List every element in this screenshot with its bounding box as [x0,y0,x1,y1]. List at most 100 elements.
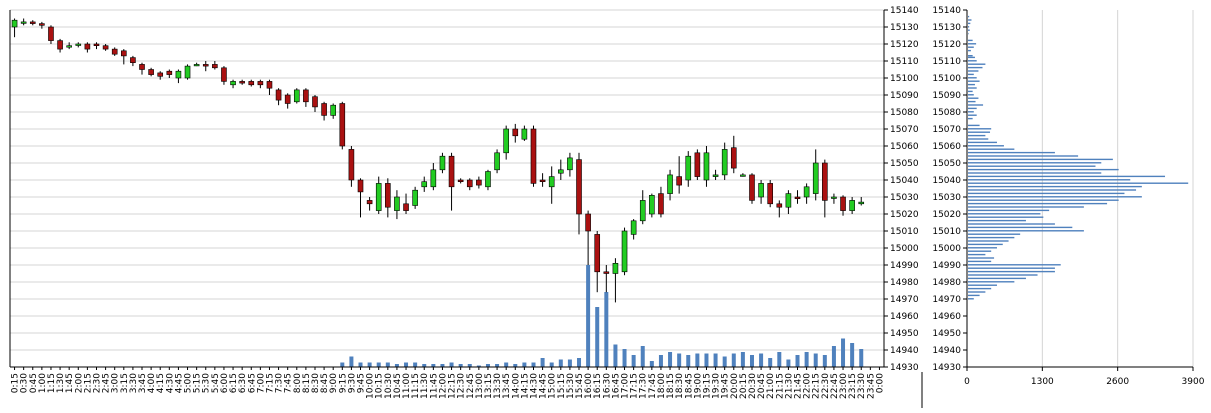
time-tick-label: 15:30 [566,373,576,399]
volume-bar [567,359,572,367]
profile-bar [968,114,977,116]
profile-bar [968,49,971,52]
time-tick-label: 19:45 [721,373,731,399]
candle-body [730,147,737,169]
time-tick-label: 3:45 [138,373,148,393]
profile-bar [968,90,973,93]
time-tick-label: 5:45 [211,373,221,393]
time-tick-label: 19:30 [712,373,722,399]
time-tick-label: 6:30 [238,373,248,393]
time-tick-label: 9:00 [329,373,339,393]
profile-bar [968,223,1055,225]
profile-bar [968,257,995,259]
profile-bar [968,230,1084,232]
candle-body [102,45,109,50]
candle-body [476,179,482,186]
profile-price-label: 15090 [932,91,961,101]
volume-bar [731,353,736,367]
candle-body [658,193,664,215]
volume-bar [795,355,800,367]
volume-bar [804,352,809,367]
volume-bar [631,355,636,367]
profile-price-label: 14980 [932,278,961,288]
candle-body [212,64,218,69]
candle-body [121,50,127,57]
candle-body [466,179,473,188]
candle-body [293,89,300,103]
time-tick-label: 21:15 [775,373,785,399]
candle-body [375,183,382,211]
time-tick-label: 22:45 [830,373,840,399]
time-tick-label: 23:15 [848,373,858,399]
profile-price-label: 14940 [932,346,961,356]
time-tick-label: 21:45 [794,373,804,399]
time-tick-label: 7:15 [265,373,275,393]
candle-body [485,171,491,188]
volume-profile-bars [968,15,1189,300]
volume-bar [577,358,582,367]
profile-bar [968,270,1055,273]
volume-bar [513,364,518,367]
candle-body [439,155,446,171]
volume-bar [458,364,463,367]
volume-bar [649,361,654,367]
time-tick-label: 2:30 [92,373,102,393]
volume-bar [713,353,718,367]
candle-body [357,179,364,193]
profile-bar [968,277,1026,280]
profile-bar [968,219,1026,222]
profile-bar [968,264,1061,266]
profile-bar [968,138,989,140]
volume-bar [759,353,764,367]
time-tick-label: 3:00 [111,373,121,393]
time-tick-label: 6:00 [220,373,230,393]
candle-body [266,81,273,89]
volume-bars [340,265,864,367]
profile-bar [968,39,973,42]
time-tick-label: 10:30 [384,373,394,399]
volume-bar [531,362,536,367]
price-tick-label: 15070 [890,125,919,135]
profile-price-label: 15010 [932,227,961,237]
profile-axes [921,10,1193,408]
profile-bar [968,148,1015,150]
time-tick-label: 2:45 [102,373,112,393]
price-tick-label: 14980 [890,278,919,288]
candle-body [849,200,855,211]
candle-body [403,203,409,211]
time-tick-label: 0:00 [875,373,885,393]
profile-bar [968,202,1108,205]
candle-body [667,174,673,194]
candle-body [184,65,191,79]
time-tick-label: 3:15 [120,373,130,393]
candle-body [11,19,18,28]
profile-bar [968,80,980,82]
price-tick-label: 15090 [890,91,919,101]
profile-bar [968,267,1055,269]
time-tick-label: 7:30 [275,373,285,393]
volume-bar [367,362,372,367]
profile-bar [968,22,971,25]
time-tick-label: 3:30 [129,373,139,393]
time-tick-label: 14:00 [511,373,521,399]
candle-body [20,21,27,24]
candle-body [275,89,282,101]
time-tick-label: 16:30 [602,373,612,399]
profile-bar [968,29,970,31]
time-tick-label: 17:45 [648,373,658,399]
time-tick-label: 17:30 [639,373,649,399]
price-tick-label: 14970 [890,295,919,305]
price-tick-label: 15130 [890,23,919,33]
volume-bar [495,364,500,367]
profile-price-label: 14960 [932,312,961,322]
candle-body [785,193,792,208]
time-tick-label: 14:45 [539,373,549,399]
volume-bar [640,346,645,367]
time-tick-label: 23:45 [866,373,876,399]
profile-bar [968,175,1166,178]
time-tick-label: 4:15 [156,373,166,393]
time-tick-label: 15:15 [557,373,567,399]
candles [11,18,865,303]
time-tick-label: 8:45 [320,373,330,393]
volume-bar [740,352,745,367]
